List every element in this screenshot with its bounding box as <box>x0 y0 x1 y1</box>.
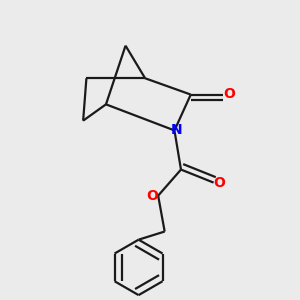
Text: N: N <box>170 123 182 137</box>
Text: O: O <box>214 176 225 190</box>
Text: O: O <box>223 87 235 100</box>
Text: O: O <box>146 189 158 203</box>
